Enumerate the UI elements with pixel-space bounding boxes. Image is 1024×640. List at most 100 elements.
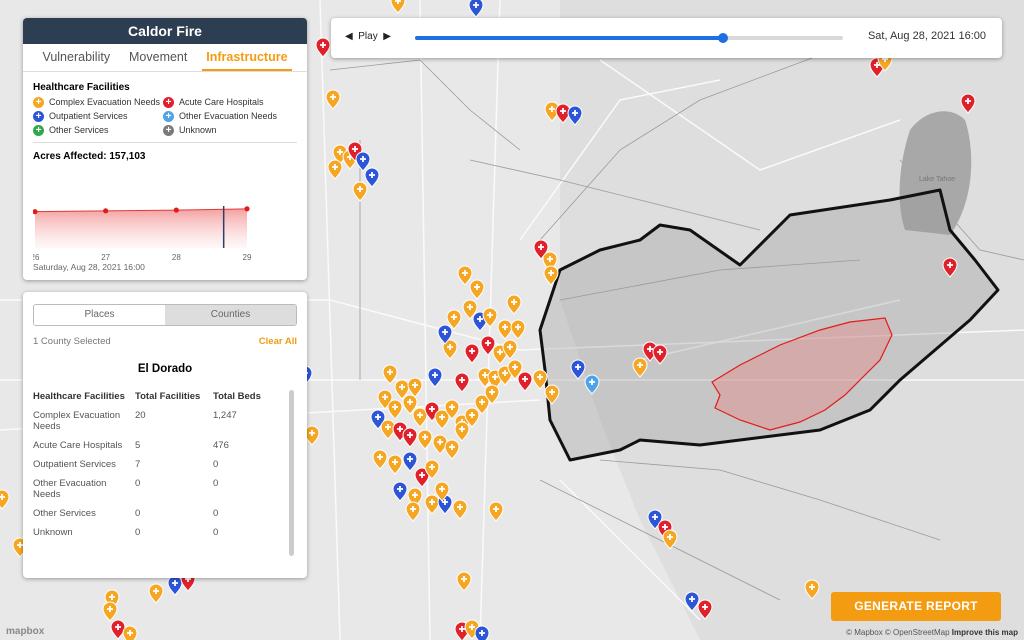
facility-marker[interactable] bbox=[424, 494, 440, 515]
facility-marker[interactable] bbox=[469, 279, 485, 300]
facility-marker[interactable] bbox=[355, 151, 371, 172]
plus-icon bbox=[412, 382, 418, 388]
facility-marker[interactable] bbox=[484, 384, 500, 405]
mapbox-logo[interactable]: mapbox bbox=[6, 626, 45, 637]
facility-marker[interactable] bbox=[497, 365, 513, 386]
facility-marker[interactable] bbox=[567, 105, 583, 126]
facility-marker[interactable] bbox=[434, 409, 450, 430]
facility-marker[interactable] bbox=[446, 309, 462, 330]
facility-marker[interactable] bbox=[390, 0, 406, 14]
facility-marker[interactable] bbox=[102, 601, 118, 622]
facility-marker[interactable] bbox=[462, 299, 478, 320]
acres-chart[interactable]: 26 27 28 29 bbox=[33, 204, 297, 262]
facility-marker[interactable] bbox=[442, 339, 458, 360]
plus-icon bbox=[652, 514, 658, 520]
facility-marker[interactable] bbox=[502, 339, 518, 360]
chart-point[interactable] bbox=[103, 208, 109, 214]
facility-marker[interactable] bbox=[474, 625, 490, 640]
facility-marker[interactable] bbox=[960, 93, 976, 114]
table-header: Healthcare Facilities Total Facilities T… bbox=[33, 391, 288, 410]
facility-marker[interactable] bbox=[506, 294, 522, 315]
facility-marker[interactable] bbox=[474, 394, 490, 415]
facility-marker[interactable] bbox=[632, 357, 648, 378]
facility-marker[interactable] bbox=[942, 257, 958, 278]
facility-marker[interactable] bbox=[427, 367, 443, 388]
chart-point[interactable] bbox=[33, 209, 38, 215]
facility-marker[interactable] bbox=[532, 369, 548, 390]
facility-marker[interactable] bbox=[414, 467, 430, 488]
facility-marker[interactable] bbox=[325, 89, 341, 110]
facility-marker[interactable] bbox=[464, 343, 480, 364]
facility-marker[interactable] bbox=[352, 181, 368, 202]
facility-marker[interactable] bbox=[454, 421, 470, 442]
facility-marker[interactable] bbox=[444, 439, 460, 460]
tab-vulnerability[interactable]: Vulnerability bbox=[42, 50, 111, 64]
facility-marker[interactable] bbox=[697, 599, 713, 620]
facility-marker[interactable] bbox=[454, 372, 470, 393]
facility-marker[interactable] bbox=[652, 344, 668, 365]
table-scrollbar[interactable] bbox=[289, 390, 294, 556]
step-forward-icon[interactable]: ▶ bbox=[383, 31, 391, 42]
generate-report-button[interactable]: GENERATE REPORT bbox=[831, 592, 1001, 621]
facility-marker[interactable] bbox=[510, 319, 526, 340]
facility-marker[interactable] bbox=[437, 324, 453, 345]
toggle-places[interactable]: Places bbox=[34, 305, 165, 325]
legend: + Complex Evacuation Needs + Acute Care Ho… bbox=[23, 93, 307, 136]
facility-marker[interactable] bbox=[456, 571, 472, 592]
facility-marker[interactable] bbox=[517, 371, 533, 392]
mapbox-attribution[interactable]: © Mapbox bbox=[846, 628, 883, 637]
facility-marker[interactable] bbox=[684, 591, 700, 612]
facility-marker[interactable] bbox=[570, 359, 586, 380]
facility-marker[interactable] bbox=[482, 307, 498, 328]
step-back-icon[interactable]: ◀ bbox=[345, 31, 353, 42]
facility-marker[interactable] bbox=[402, 451, 418, 472]
tab-infrastructure[interactable]: Infrastructure bbox=[202, 44, 292, 71]
facility-marker[interactable] bbox=[148, 583, 164, 604]
facility-marker[interactable] bbox=[412, 407, 428, 428]
facility-marker[interactable] bbox=[544, 384, 560, 405]
improve-map-link[interactable]: Improve this map bbox=[951, 628, 1018, 637]
facility-marker[interactable] bbox=[457, 265, 473, 286]
facility-marker[interactable] bbox=[0, 489, 10, 510]
chart-point[interactable] bbox=[173, 207, 179, 213]
toggle-counties[interactable]: Counties bbox=[165, 305, 296, 325]
facility-marker[interactable] bbox=[122, 625, 138, 640]
facility-marker[interactable] bbox=[382, 364, 398, 385]
facility-marker[interactable] bbox=[444, 399, 460, 420]
facility-marker[interactable] bbox=[804, 579, 820, 600]
facility-marker[interactable] bbox=[507, 359, 523, 380]
facility-marker[interactable] bbox=[434, 481, 450, 502]
facility-marker[interactable] bbox=[584, 374, 600, 395]
play-label[interactable]: Play bbox=[358, 31, 378, 42]
facility-marker[interactable] bbox=[387, 454, 403, 475]
facility-marker[interactable] bbox=[407, 377, 423, 398]
facility-marker[interactable] bbox=[417, 429, 433, 450]
facility-marker[interactable] bbox=[497, 319, 513, 340]
facility-marker[interactable] bbox=[394, 379, 410, 400]
facility-marker[interactable] bbox=[315, 37, 331, 58]
clear-all-button[interactable]: Clear All bbox=[258, 336, 297, 347]
facility-marker[interactable] bbox=[452, 499, 468, 520]
facility-marker[interactable] bbox=[480, 335, 496, 356]
chart-point[interactable] bbox=[244, 206, 250, 212]
facility-marker[interactable] bbox=[662, 529, 678, 550]
facility-marker[interactable] bbox=[468, 0, 484, 18]
facility-marker[interactable] bbox=[402, 427, 418, 448]
facility-marker[interactable] bbox=[387, 399, 403, 420]
facility-marker[interactable] bbox=[372, 449, 388, 470]
tab-movement[interactable]: Movement bbox=[129, 50, 188, 64]
facility-marker[interactable] bbox=[327, 159, 343, 180]
play-button[interactable]: ◀ Play ▶ bbox=[345, 31, 391, 42]
facility-marker[interactable] bbox=[464, 407, 480, 428]
facility-marker[interactable] bbox=[488, 501, 504, 522]
facility-marker[interactable] bbox=[405, 501, 421, 522]
facility-marker[interactable] bbox=[424, 459, 440, 480]
facility-marker[interactable] bbox=[543, 265, 559, 286]
facility-marker[interactable] bbox=[364, 167, 380, 188]
slider-thumb[interactable] bbox=[718, 33, 729, 43]
facility-marker[interactable] bbox=[402, 394, 418, 415]
time-slider[interactable] bbox=[415, 33, 843, 43]
osm-attribution[interactable]: © OpenStreetMap bbox=[884, 628, 950, 637]
facility-marker[interactable] bbox=[392, 481, 408, 502]
